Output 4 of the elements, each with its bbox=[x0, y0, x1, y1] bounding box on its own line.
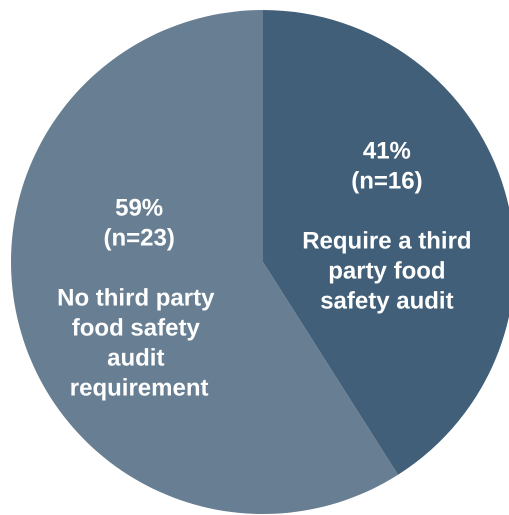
data-label: 41% (n=16) bbox=[351, 138, 423, 195]
slice-label: No third party food safety audit requirement bbox=[57, 284, 222, 402]
slice-label: Require a third party food safety audit bbox=[302, 228, 472, 315]
data-label: 59% (n=23) bbox=[103, 194, 175, 252]
